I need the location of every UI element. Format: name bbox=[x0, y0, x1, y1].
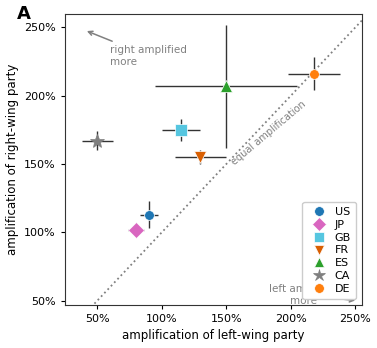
Text: right amplified
more: right amplified more bbox=[89, 31, 187, 67]
Text: equal amplification: equal amplification bbox=[230, 99, 308, 167]
Y-axis label: amplification of right-wing party: amplification of right-wing party bbox=[6, 64, 18, 255]
X-axis label: amplification of left-wing party: amplification of left-wing party bbox=[122, 330, 305, 342]
Text: left amplified
more: left amplified more bbox=[269, 284, 354, 306]
Legend: US, JP, GB, FR, ES, CA, DE: US, JP, GB, FR, ES, CA, DE bbox=[302, 201, 356, 299]
Text: A: A bbox=[17, 5, 31, 23]
